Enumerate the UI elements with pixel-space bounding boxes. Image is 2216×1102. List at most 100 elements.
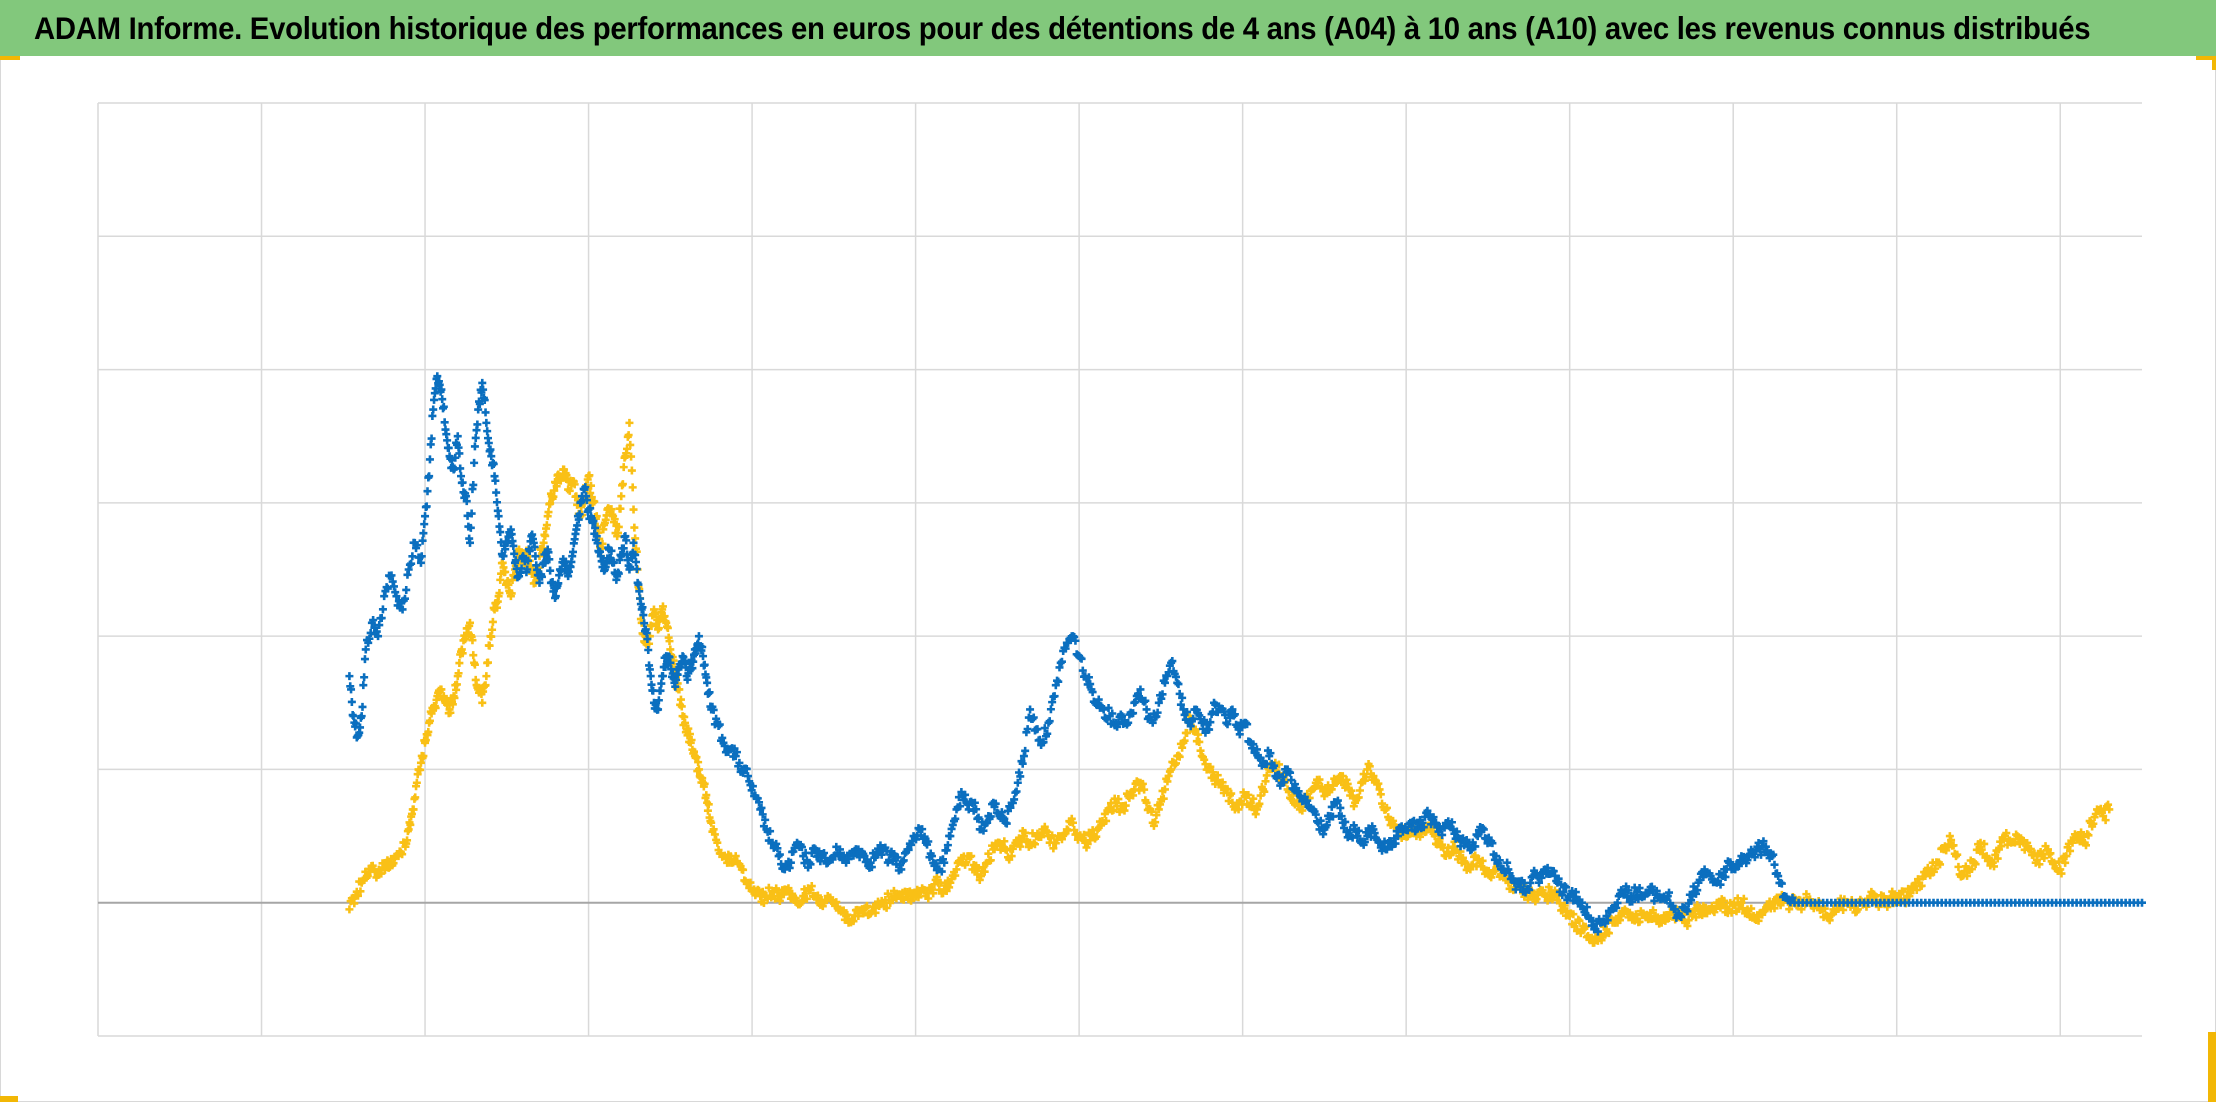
data-point-a04 [1160,678,1169,687]
data-point-a04 [1174,680,1183,689]
data-point-a10 [585,471,594,480]
data-point-a04 [709,705,718,714]
data-point-a10 [1936,860,1945,869]
data-point-a10 [986,856,995,865]
data-point-a10 [1993,854,2002,863]
data-point-a04 [401,594,410,603]
data-point-a04 [478,378,487,387]
data-point-a10 [665,637,674,646]
data-point-a04 [639,611,648,620]
data-point-a10 [681,718,690,727]
data-point-a04 [1043,729,1052,738]
data-point-a04 [735,758,744,767]
data-point-a04 [457,472,466,481]
data-point-a04 [629,538,638,547]
data-point-a10 [625,418,634,427]
data-point-a10 [1544,883,1553,892]
data-point-a10 [619,463,628,472]
data-point-a04 [537,572,546,581]
data-point-a04 [474,405,483,414]
data-point-a04 [483,427,492,436]
data-point-a04 [961,790,970,799]
data-point-a04 [545,555,554,564]
data-point-a10 [541,531,550,540]
data-point-a10 [614,522,623,531]
data-point-a04 [1624,886,1633,895]
data-point-a10 [1967,865,1976,874]
data-point-a04 [360,655,369,664]
data-point-a04 [700,660,709,669]
data-point-a04 [1023,725,1032,734]
data-point-a04 [374,632,383,641]
data-point-a10 [1997,842,2006,851]
data-point-a04 [1511,885,1520,894]
data-point-a04 [1175,689,1184,698]
data-point-a10 [626,440,635,449]
data-point-a04 [433,372,442,381]
data-point-a10 [2062,852,2071,861]
data-point-a10 [2105,805,2114,814]
data-point-a10 [1102,816,1111,825]
data-point-a10 [1234,805,1243,814]
data-point-a04 [451,453,460,462]
data-point-a04 [1002,819,1011,828]
data-point-a04 [1593,927,1602,936]
data-point-a10 [458,649,467,658]
data-point-a10 [1213,771,1222,780]
data-point-a10 [1037,833,1046,842]
data-point-a04 [1759,837,1768,846]
data-point-a10 [437,685,446,694]
data-point-a04 [417,552,426,561]
data-point-a04 [1333,796,1342,805]
data-point-a10 [507,589,516,598]
data-point-a04 [1088,688,1097,697]
data-point-a04 [1154,698,1163,707]
data-point-a04 [462,497,471,506]
chart-title: ADAM Informe. Evolution historique des p… [34,9,2091,46]
data-point-a04 [1039,738,1048,747]
data-point-a04 [698,643,707,652]
data-point-a10 [1776,901,1785,910]
data-point-a04 [1243,720,1252,729]
data-point-a04 [1348,833,1357,842]
data-point-a10 [677,702,686,711]
data-point-a04 [444,443,453,452]
data-point-a04 [1252,745,1261,754]
data-point-a10 [882,903,891,912]
data-point-a04 [1176,700,1185,709]
data-point-a04 [1129,709,1138,718]
data-point-a10 [687,735,696,744]
data-point-a04 [383,584,392,593]
data-point-a04 [469,480,478,489]
data-point-a10 [936,878,945,887]
data-point-a04 [510,549,519,558]
data-point-a04 [471,433,480,442]
data-point-a04 [419,529,428,538]
data-point-a10 [702,791,711,800]
data-point-a10 [403,836,412,845]
data-point-a04 [1462,835,1471,844]
data-point-a04 [654,696,663,705]
data-point-a10 [1227,789,1236,798]
data-point-a04 [1447,818,1456,827]
data-point-a10 [739,865,748,874]
data-point-a10 [1180,736,1189,745]
data-point-a04 [951,814,960,823]
data-point-a10 [1142,798,1151,807]
corner-accent-bottom-right [2208,1032,2216,1102]
data-point-a04 [937,867,946,876]
data-point-a04 [581,483,590,492]
data-point-a04 [607,546,616,555]
data-point-a10 [1140,785,1149,794]
data-point-a04 [974,813,983,822]
data-point-a04 [1235,730,1244,739]
data-point-a10 [1430,832,1439,841]
data-point-a10 [1315,775,1324,784]
data-point-a04 [609,558,618,567]
data-point-a04 [1287,775,1296,784]
data-point-a10 [411,793,420,802]
data-point-a10 [424,727,433,736]
data-point-a10 [1191,725,1200,734]
data-point-a10 [565,486,574,495]
data-point-a10 [2084,831,2093,840]
